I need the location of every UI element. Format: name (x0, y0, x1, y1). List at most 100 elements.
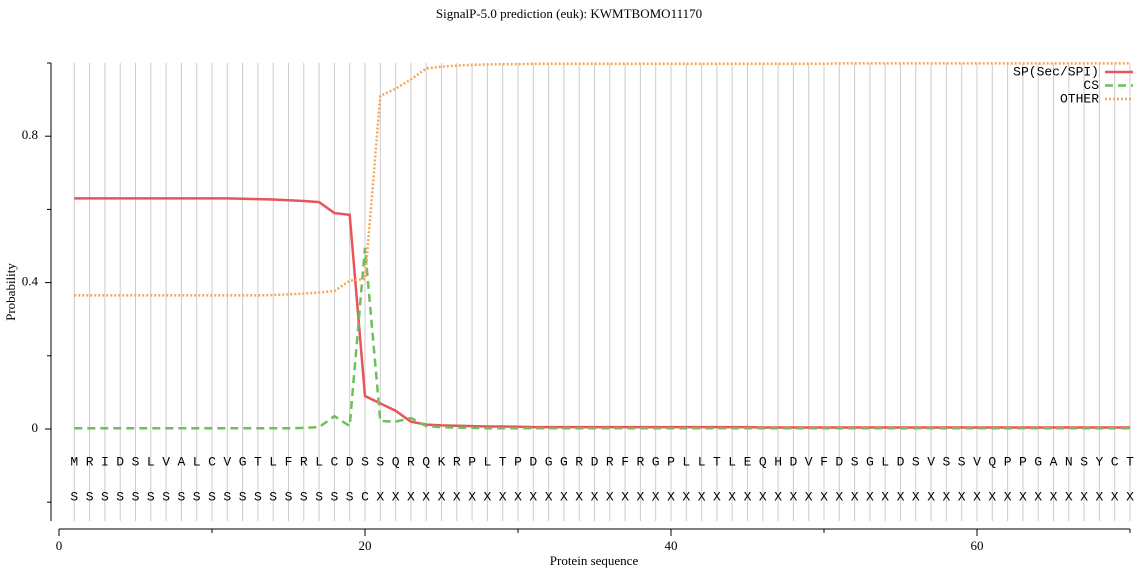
residue: T (713, 454, 721, 469)
residue: S (132, 454, 140, 469)
residue: N (1065, 454, 1073, 469)
residue: R (86, 454, 94, 469)
chart-title: SignalP-5.0 prediction (euk): KWMTBOMO11… (436, 6, 702, 21)
legend-label: SP(Sec/SPI) (1013, 64, 1099, 79)
residue-label: X (560, 489, 568, 504)
residue: G (560, 454, 568, 469)
residue-label: X (575, 489, 583, 504)
residue: D (346, 454, 354, 469)
residue: L (193, 454, 201, 469)
residue-label: S (269, 489, 277, 504)
residue: R (453, 454, 461, 469)
residue-label: X (698, 489, 706, 504)
residue: L (269, 454, 277, 469)
residue: S (912, 454, 920, 469)
residue-label: X (1034, 489, 1042, 504)
y-tick-label: 0.8 (22, 127, 38, 142)
residue-label: X (851, 489, 859, 504)
residue: D (897, 454, 905, 469)
residue-label: X (805, 489, 813, 504)
residue-label: X (927, 489, 935, 504)
residue-label: X (1126, 489, 1134, 504)
residue: P (667, 454, 675, 469)
residue-label: X (713, 489, 721, 504)
residue: S (958, 454, 966, 469)
residue-label: S (70, 489, 78, 504)
residue-label: X (438, 489, 446, 504)
residue: D (116, 454, 124, 469)
residue: R (407, 454, 415, 469)
residue-label: X (1095, 489, 1103, 504)
residue: Q (759, 454, 767, 469)
y-tick-label: 0.4 (22, 274, 39, 289)
residue-label: X (973, 489, 981, 504)
residue: G (652, 454, 660, 469)
residue-label: X (774, 489, 782, 504)
y-tick-label: 0 (32, 420, 39, 435)
residue: L (682, 454, 690, 469)
residue-label: S (208, 489, 216, 504)
residue-label: X (545, 489, 553, 504)
residue-label: X (376, 489, 384, 504)
residue: T (1126, 454, 1134, 469)
residue: Y (1095, 454, 1103, 469)
residue-label: X (422, 489, 430, 504)
residue-label: X (835, 489, 843, 504)
residue: Q (392, 454, 400, 469)
residue-label: S (147, 489, 155, 504)
residue: Q (988, 454, 996, 469)
residue-label: X (728, 489, 736, 504)
legend-label: CS (1083, 78, 1099, 93)
residue-label: X (529, 489, 537, 504)
residue: F (285, 454, 293, 469)
residue: P (514, 454, 522, 469)
residue-label: X (789, 489, 797, 504)
residue-label: X (881, 489, 889, 504)
residue-label: S (346, 489, 354, 504)
residue-label: X (514, 489, 522, 504)
residue-label: X (606, 489, 614, 504)
residue: G (866, 454, 874, 469)
residue-label: X (621, 489, 629, 504)
residue-label: S (101, 489, 109, 504)
residue: S (1080, 454, 1088, 469)
series-line (74, 247, 1130, 430)
x-axis-label: Protein sequence (550, 553, 639, 568)
residue-label: X (499, 489, 507, 504)
residue-label: S (315, 489, 323, 504)
residue: H (774, 454, 782, 469)
residue-label: X (912, 489, 920, 504)
x-tick-label: 40 (665, 538, 678, 553)
residue: T (254, 454, 262, 469)
residue-label: X (407, 489, 415, 504)
residue: R (636, 454, 644, 469)
residue: R (300, 454, 308, 469)
residue-label: X (667, 489, 675, 504)
residue-label: X (1080, 489, 1088, 504)
residue-label: X (1004, 489, 1012, 504)
residue: R (606, 454, 614, 469)
residue-label: S (285, 489, 293, 504)
residue: A (1050, 454, 1058, 469)
residue: P (468, 454, 476, 469)
residue: L (728, 454, 736, 469)
residue: K (438, 454, 446, 469)
residue: G (545, 454, 553, 469)
residue: A (177, 454, 185, 469)
residue: V (927, 454, 935, 469)
residue-label: S (239, 489, 247, 504)
residue-label: S (132, 489, 140, 504)
residue-label: X (453, 489, 461, 504)
residue-label: S (300, 489, 308, 504)
residue-label: X (636, 489, 644, 504)
residue: C (330, 454, 338, 469)
residue: P (1019, 454, 1027, 469)
residue-label: X (744, 489, 752, 504)
residue: L (881, 454, 889, 469)
residue-label: X (1065, 489, 1073, 504)
residue-label: X (468, 489, 476, 504)
residue-label: X (1050, 489, 1058, 504)
residue: F (820, 454, 828, 469)
residue-label: S (254, 489, 262, 504)
